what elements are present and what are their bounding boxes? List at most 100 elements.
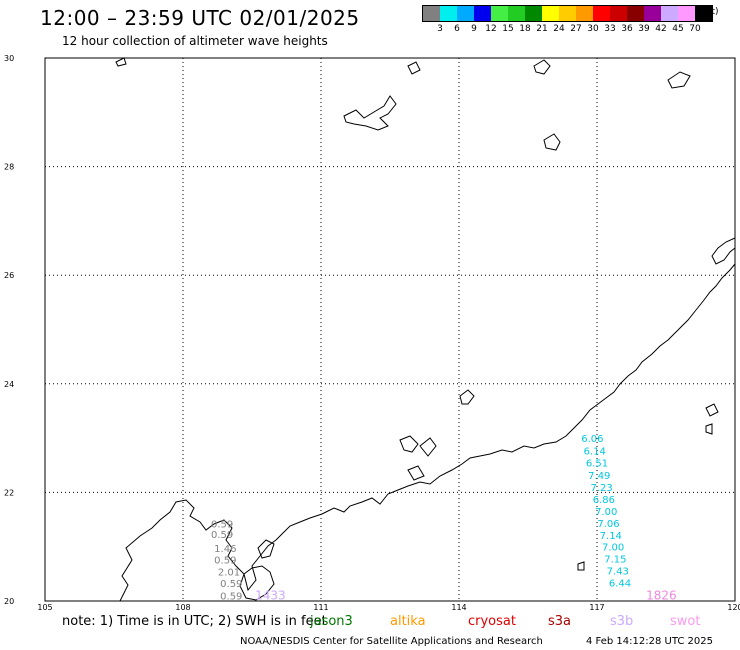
leizhou-peninsula <box>239 565 275 601</box>
wave-height-label: 0.59 <box>214 556 236 567</box>
color-legend: 3 6 9 12 15 18 21 24 27 30 33 36 39 42 45 70 (ft) <box>422 5 719 36</box>
wave-height-label: 6.51 <box>586 459 608 470</box>
wave-height-label: 1433 <box>255 589 286 603</box>
legend-label: 21 <box>536 24 548 34</box>
legend-label: 39 <box>638 24 650 34</box>
longitude-tick-label: 111 <box>313 603 328 612</box>
legend-swatch <box>661 6 678 21</box>
legend-label: 70 <box>689 24 701 34</box>
legend-swatch <box>576 6 593 21</box>
legend-label: 6 <box>454 24 460 34</box>
legend-swatch <box>559 6 576 21</box>
longitude-tick-label: 117 <box>589 603 604 612</box>
altimeter-tracks: 0.590.591.460.592.010.590.59 14336.066.14… <box>211 434 677 602</box>
legend-unit: (ft) <box>705 7 719 17</box>
wave-height-label: 6.06 <box>581 434 603 445</box>
wave-height-label: 1.46 <box>214 544 236 555</box>
wave-height-label: 7.14 <box>600 531 622 542</box>
latitude-tick-label: 24 <box>4 380 14 389</box>
island-24 <box>459 389 475 405</box>
wave-height-label: 7.23 <box>590 483 612 494</box>
legend-label: 24 <box>553 24 565 34</box>
wave-height-label: 6.14 <box>584 447 606 458</box>
legend-label: 12 <box>485 24 497 34</box>
legend-swatch <box>440 6 457 21</box>
satellite-legend-s3a: s3a <box>548 614 572 629</box>
credit-line: NOAA/NESDIS Center for Satellite Applica… <box>240 636 543 647</box>
wave-height-label: 0.59 <box>220 592 242 603</box>
latitude-tick-label: 20 <box>4 597 14 606</box>
legend-label: 33 <box>604 24 616 34</box>
legend-label: 9 <box>471 24 477 34</box>
legend-label: 45 <box>672 24 684 34</box>
island-small <box>577 561 585 571</box>
island-227 <box>705 423 713 435</box>
axis-labels: 105 108 111 114 117 120 30 28 26 24 22 20 <box>4 54 740 612</box>
wave-height-label: 0.59 <box>211 519 233 530</box>
graticule <box>45 58 735 601</box>
latitude-tick-label: 26 <box>4 271 14 280</box>
latitude-tick-label: 22 <box>4 488 14 497</box>
legend-color-bar <box>422 5 713 22</box>
legend-swatch <box>423 6 440 21</box>
satellite-legend-cryosat: cryosat <box>468 614 516 629</box>
longitude-tick-label: 108 <box>175 603 190 612</box>
hainan-north <box>257 539 275 559</box>
latitude-tick-label: 30 <box>4 54 14 63</box>
legend-swatch <box>508 6 525 21</box>
wave-height-label: 7.15 <box>604 555 626 566</box>
latitude-tick-label: 28 <box>4 163 14 172</box>
island-top-2 <box>543 133 561 151</box>
wave-height-label: 1826 <box>646 589 677 603</box>
legend-label: 18 <box>519 24 531 34</box>
island-top-1 <box>343 95 397 131</box>
satellite-legend-jason3: jason3 <box>310 614 353 629</box>
map-subtitle: 12 hour collection of altimeter wave hei… <box>62 34 328 48</box>
wave-height-label: 6.44 <box>609 579 631 590</box>
legend-swatch <box>695 6 712 21</box>
legend-swatch <box>474 6 491 21</box>
wave-height-label: 7.43 <box>607 567 629 578</box>
satellite-legend-s3b: s3b <box>610 614 634 629</box>
wave-height-label: 6.86 <box>593 495 615 506</box>
legend-label: 15 <box>502 24 514 34</box>
legend-label: 36 <box>621 24 633 34</box>
map-frame <box>44 57 736 602</box>
legend-swatch <box>644 6 661 21</box>
wave-height-label: 2.01 <box>218 568 240 579</box>
wave-height-label: 7.00 <box>595 507 617 518</box>
coastline <box>115 57 736 602</box>
legend-labels: 3 6 9 12 15 18 21 24 27 30 33 36 39 42 45 70 <box>422 22 713 36</box>
taiwan-coast <box>711 237 736 265</box>
legend-label: 42 <box>655 24 667 34</box>
satellite-legend-swot: swot <box>670 614 701 629</box>
legend-label: 27 <box>570 24 582 34</box>
longitude-tick-label: 114 <box>451 603 466 612</box>
china-coastline <box>119 263 736 602</box>
legend-label: 30 <box>587 24 599 34</box>
legend-label: 3 <box>437 24 443 34</box>
island-23 <box>705 403 719 417</box>
legend-swatch <box>593 6 610 21</box>
island-top-5 <box>407 61 421 75</box>
longitude-tick-label: 105 <box>37 603 52 612</box>
legend-swatch <box>610 6 627 21</box>
generation-timestamp: 4 Feb 14:12:28 UTC 2025 <box>586 636 713 647</box>
wave-height-label: 0.59 <box>220 579 242 590</box>
legend-swatch <box>491 6 508 21</box>
island-top-6 <box>115 57 127 67</box>
legend-swatch <box>457 6 474 21</box>
wave-height-label: 7.00 <box>602 543 624 554</box>
legend-swatch <box>542 6 559 21</box>
footer-note: note: 1) Time is in UTC; 2) SWH is in fe… <box>62 614 327 629</box>
wave-height-label: 0.59 <box>211 530 233 541</box>
legend-swatch <box>627 6 644 21</box>
longitude-tick-label: 120 <box>727 603 740 612</box>
satellite-legend-altika: altika <box>390 614 426 629</box>
estuary-islands <box>399 435 437 481</box>
legend-swatch <box>678 6 695 21</box>
map-title: 12:00 – 23:59 UTC 02/01/2025 <box>40 6 360 30</box>
island-top-3 <box>667 71 691 89</box>
legend-swatch <box>525 6 542 21</box>
